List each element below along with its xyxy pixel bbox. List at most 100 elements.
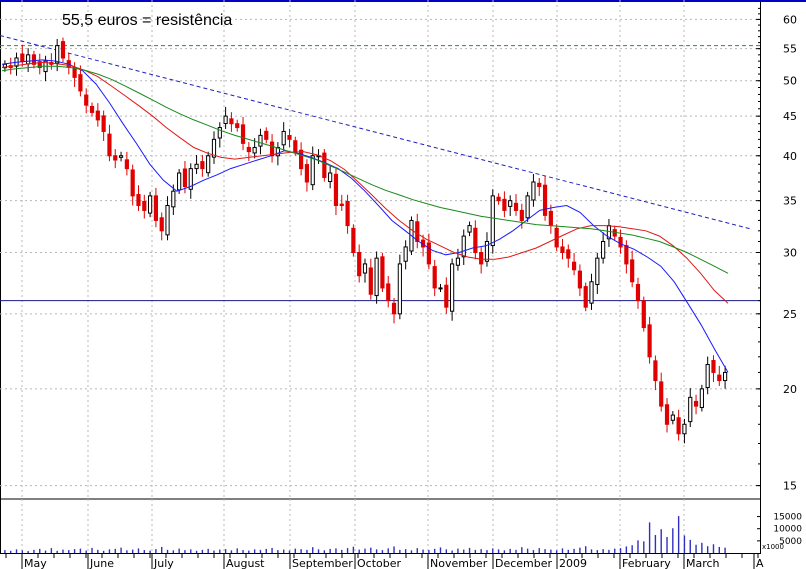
candle-body bbox=[490, 195, 495, 247]
candle-body bbox=[78, 74, 83, 92]
candle-body bbox=[479, 252, 484, 265]
candle-body bbox=[159, 217, 164, 232]
candle bbox=[31, 50, 37, 69]
candle bbox=[188, 163, 193, 199]
candle bbox=[78, 65, 83, 97]
candle-body bbox=[415, 221, 420, 242]
candle bbox=[304, 159, 310, 192]
resistance-annotation: 55,5 euros = resistência bbox=[62, 12, 232, 29]
month-label: 2009 bbox=[559, 557, 587, 569]
candle bbox=[705, 356, 710, 395]
candle-body bbox=[368, 267, 373, 295]
candle bbox=[693, 394, 699, 415]
month-label: A bbox=[756, 557, 764, 569]
month-label: December bbox=[495, 557, 553, 569]
candle-body bbox=[618, 236, 623, 248]
candle-body bbox=[664, 404, 670, 425]
candle bbox=[438, 283, 443, 292]
candle-body bbox=[688, 396, 693, 423]
volume-tick-label: 5000 bbox=[779, 537, 802, 547]
moving-average-line bbox=[1, 65, 729, 274]
candle-body bbox=[461, 235, 466, 258]
candle bbox=[223, 106, 228, 129]
candle-body bbox=[37, 61, 42, 69]
candle bbox=[502, 191, 507, 218]
candle bbox=[699, 384, 704, 412]
candle bbox=[142, 194, 147, 219]
candle-body bbox=[699, 388, 704, 408]
candle bbox=[577, 264, 582, 297]
candle bbox=[542, 175, 548, 221]
month-label: September bbox=[292, 557, 353, 569]
candle bbox=[467, 221, 472, 237]
candle bbox=[72, 62, 77, 87]
volume-unit-label: x1000 bbox=[762, 543, 784, 551]
candle bbox=[113, 149, 118, 169]
candle-body bbox=[118, 155, 124, 158]
candle bbox=[258, 128, 263, 155]
candle-body bbox=[246, 146, 251, 153]
moving-averages bbox=[1, 59, 729, 373]
candle-body bbox=[194, 163, 199, 170]
candle bbox=[595, 252, 600, 295]
candle-body bbox=[438, 287, 443, 290]
candle-body bbox=[450, 263, 455, 312]
candle-body bbox=[455, 257, 461, 266]
candle-body bbox=[571, 261, 577, 271]
candle bbox=[240, 116, 246, 151]
candle bbox=[264, 127, 269, 144]
candle-body bbox=[484, 240, 490, 262]
candle-body bbox=[595, 257, 600, 285]
candle bbox=[246, 142, 251, 162]
volume-bars bbox=[4, 516, 726, 553]
month-label: February bbox=[622, 557, 671, 569]
price-axis: 15 20 25 30 35 40 45 50 55 60 bbox=[756, 7, 797, 493]
candle-body bbox=[357, 252, 362, 277]
candle-body bbox=[502, 198, 507, 211]
candle bbox=[450, 258, 455, 321]
candle bbox=[484, 232, 490, 267]
month-label: July bbox=[153, 557, 174, 569]
candle bbox=[95, 103, 100, 127]
candle bbox=[89, 102, 95, 117]
candle-body bbox=[444, 284, 449, 308]
candle-body bbox=[542, 184, 548, 216]
candle bbox=[148, 191, 153, 218]
candle bbox=[206, 151, 211, 177]
month-axis: May June July August September October Novembe… bbox=[5, 554, 764, 569]
candle-body bbox=[362, 263, 368, 274]
candle-body bbox=[682, 423, 687, 435]
candle bbox=[461, 229, 466, 265]
candle-body bbox=[26, 54, 31, 65]
candle-body bbox=[566, 249, 571, 259]
candle-body bbox=[386, 283, 391, 302]
candle bbox=[386, 275, 391, 308]
candle-body bbox=[333, 173, 339, 207]
candle bbox=[490, 189, 495, 254]
candle bbox=[635, 277, 641, 309]
candle-body bbox=[624, 245, 629, 265]
candle bbox=[380, 252, 385, 292]
candle bbox=[351, 224, 356, 257]
candle bbox=[153, 187, 159, 228]
candle-body bbox=[519, 209, 524, 221]
candle bbox=[101, 110, 106, 141]
month-label: May bbox=[24, 557, 47, 569]
candle-body bbox=[403, 246, 408, 262]
candle bbox=[339, 194, 344, 211]
candle-body bbox=[84, 94, 89, 106]
candle bbox=[211, 131, 217, 164]
price-tick-label: 15 bbox=[783, 480, 797, 493]
candle bbox=[281, 122, 286, 151]
candle-body bbox=[229, 118, 234, 125]
candle bbox=[391, 297, 397, 324]
candle bbox=[235, 119, 240, 132]
candle bbox=[641, 296, 646, 332]
candle-body bbox=[252, 146, 257, 154]
candle bbox=[722, 365, 728, 389]
candle bbox=[287, 128, 292, 148]
candle-body bbox=[200, 161, 205, 170]
candle-body bbox=[577, 270, 582, 289]
candle bbox=[165, 196, 170, 241]
